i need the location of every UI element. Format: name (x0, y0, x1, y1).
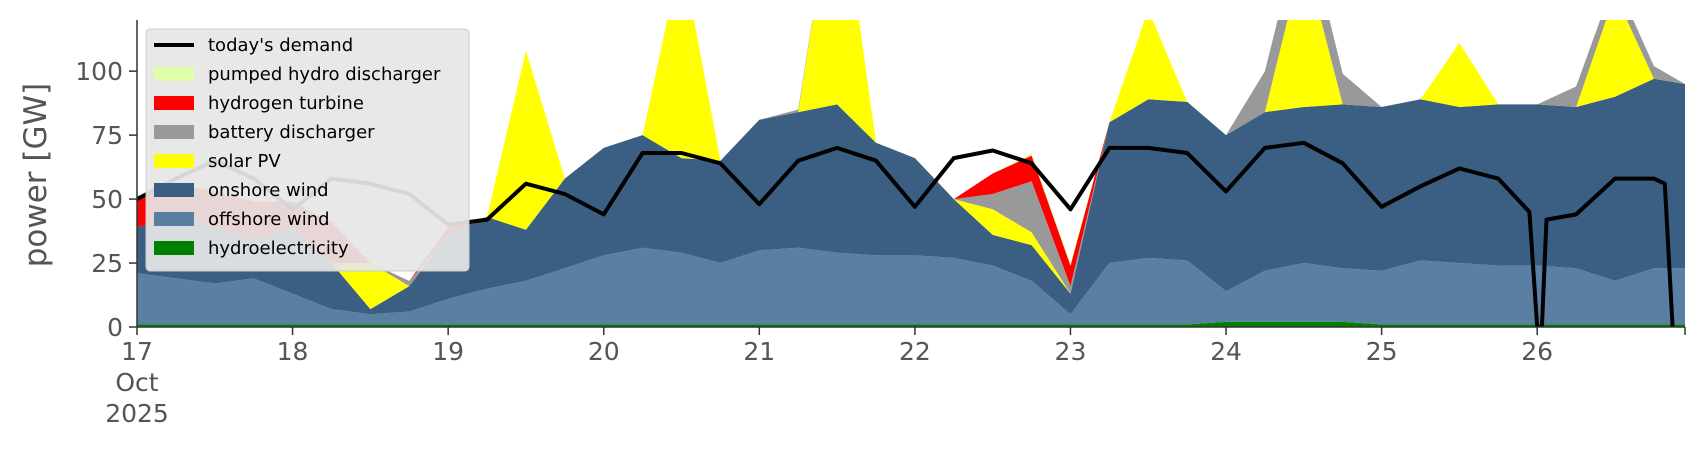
legend-swatch (154, 67, 194, 81)
axes-layer: 0 25 50 75 100 17 Oct 2025 18 19 20 21 22 23 24 25 26 (75, 20, 1686, 428)
x-tick-label: 18 (277, 337, 309, 366)
x-tick-label: 26 (1521, 337, 1553, 366)
legend-label: onshore wind (208, 180, 329, 201)
legend-label: offshore wind (208, 209, 330, 230)
y-tick-label: 100 (75, 57, 123, 86)
area-hydroelectricity (137, 321, 1685, 327)
area-solar-pv (137, 20, 1685, 310)
legend-item: hydroelectricity (154, 238, 349, 259)
legend-label: pumped hydro discharger (208, 64, 441, 85)
x-tick-label: 17 Oct 2025 (105, 337, 169, 428)
legend-swatch (154, 125, 194, 139)
y-axis-label: power [GW] (18, 83, 54, 268)
x-tick-label: 20 (588, 337, 620, 366)
legend-swatch (154, 241, 194, 255)
x-tick-label: 24 (1210, 337, 1242, 366)
y-tick-label: 25 (91, 249, 123, 278)
legend-label: battery discharger (208, 122, 375, 143)
legend-swatch (154, 212, 194, 226)
y-tick-label: 0 (107, 313, 123, 342)
legend-swatch (154, 96, 194, 110)
legend-item: hydrogen turbine (154, 93, 364, 114)
legend-item: battery discharger (154, 122, 375, 143)
area-offshore-wind (137, 247, 1685, 325)
legend-item: pumped hydro discharger (154, 64, 441, 85)
area-onshore-wind (137, 78, 1685, 315)
y-tick-label: 75 (91, 121, 123, 150)
legend-label: solar PV (208, 151, 281, 172)
y-tick-label: 50 (91, 185, 123, 214)
x-tick-label: 21 (743, 337, 775, 366)
legend-item: today's demand (154, 35, 353, 56)
legend-box (145, 28, 470, 272)
legend-item: solar PV (154, 151, 281, 172)
legend-label: hydroelectricity (208, 238, 349, 259)
area-series-layer (137, 20, 1685, 327)
legend-swatch (154, 183, 194, 197)
legend: today's demand pumped hydro discharger hyd… (145, 28, 470, 272)
legend-item: offshore wind (154, 209, 330, 230)
legend-item: onshore wind (154, 180, 329, 201)
legend-label: today's demand (208, 35, 353, 56)
legend-swatch (154, 154, 194, 168)
x-tick-label: 25 (1366, 337, 1398, 366)
x-tick-label: 22 (899, 337, 931, 366)
x-tick-label: 19 (432, 337, 464, 366)
x-tick-label: 23 (1055, 337, 1087, 366)
legend-label: hydrogen turbine (208, 93, 364, 114)
